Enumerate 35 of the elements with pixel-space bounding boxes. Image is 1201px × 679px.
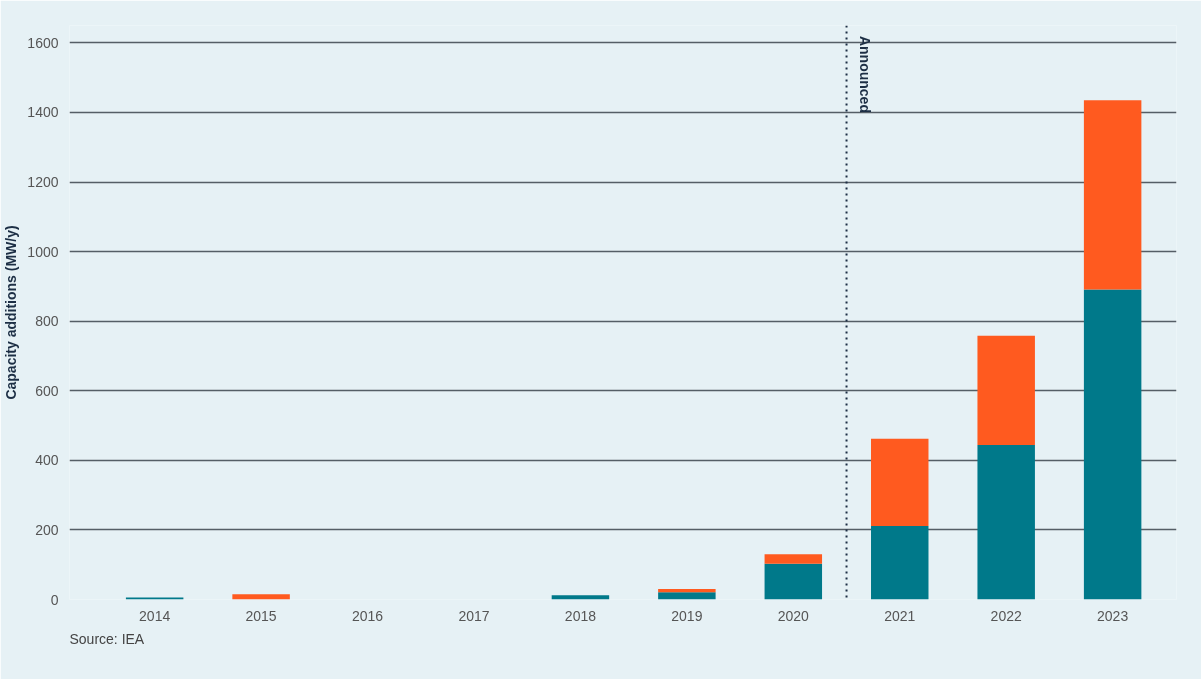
x-tick-label: 2019 bbox=[671, 607, 703, 624]
y-tick-label: 1400 bbox=[27, 104, 59, 121]
x-tick-label: 2021 bbox=[884, 607, 916, 624]
bar bbox=[232, 594, 290, 600]
y-tick-label: 800 bbox=[35, 313, 59, 330]
bar bbox=[1083, 289, 1142, 600]
x-tick-label: 2016 bbox=[351, 607, 384, 624]
y-tick-label: 1200 bbox=[27, 174, 59, 191]
bar bbox=[871, 438, 929, 527]
source-note: Source: IEA bbox=[69, 630, 145, 647]
bar bbox=[658, 592, 716, 600]
x-tick-label: 2014 bbox=[139, 607, 171, 624]
y-tick-label: 600 bbox=[35, 382, 59, 399]
x-tick-label: 2022 bbox=[990, 607, 1022, 624]
bar bbox=[658, 589, 716, 593]
y-tick-label: 200 bbox=[35, 521, 59, 538]
bar bbox=[871, 526, 929, 600]
bar bbox=[764, 554, 823, 564]
y-tick-label: 1600 bbox=[27, 34, 59, 51]
x-tick-label: 2018 bbox=[564, 607, 597, 624]
bar bbox=[551, 595, 610, 600]
y-axis-title: Capacity additions (MW/y) bbox=[3, 225, 20, 400]
bar bbox=[764, 563, 823, 600]
bar bbox=[125, 597, 184, 600]
x-tick-label: 2020 bbox=[777, 607, 810, 624]
y-tick-label: 400 bbox=[35, 452, 59, 469]
bar bbox=[1083, 100, 1142, 290]
bar bbox=[977, 335, 1035, 446]
y-tick-label: 1000 bbox=[27, 243, 59, 260]
x-tick-label: 2017 bbox=[458, 607, 490, 624]
x-tick-label: 2023 bbox=[1097, 607, 1129, 624]
y-tick-label: 0 bbox=[50, 591, 59, 608]
bar bbox=[977, 445, 1035, 600]
x-tick-label: 2015 bbox=[245, 607, 277, 624]
ref-line-label: Announced bbox=[857, 35, 874, 113]
